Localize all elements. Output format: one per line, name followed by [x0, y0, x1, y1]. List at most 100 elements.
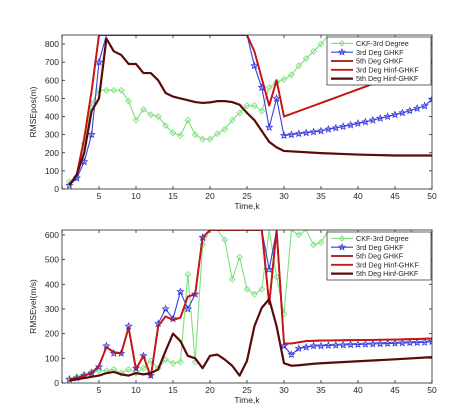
- series-2-marker-24: [368, 115, 377, 124]
- x-tick-label: 25: [242, 385, 252, 395]
- series-1-marker-16: [176, 358, 184, 366]
- series-2-marker-17: [316, 126, 326, 135]
- series-1-marker-30: [280, 75, 288, 83]
- legend-label-2: 3rd Deg GHKF: [356, 243, 404, 252]
- y-tick-label: 400: [45, 279, 59, 289]
- x-tick-label: 45: [390, 191, 400, 201]
- series-2-marker-28: [309, 341, 318, 350]
- series-2-marker-27: [302, 342, 311, 351]
- series-line-5: [68, 37, 432, 186]
- series-1-marker-17: [184, 270, 192, 278]
- series-1-marker-6: [102, 86, 110, 94]
- y-tick-label: 0: [54, 378, 59, 388]
- series-group: [65, 35, 432, 189]
- series-2-marker-31: [420, 101, 429, 110]
- series-1-marker-20: [206, 135, 214, 143]
- series-2-marker-1: [65, 181, 74, 189]
- series-1-marker-32: [295, 62, 303, 70]
- x-axis-label: Time,k: [234, 201, 260, 211]
- series-2-marker-15: [302, 128, 311, 137]
- series-2-marker-27: [390, 110, 400, 119]
- x-tick-label: 10: [131, 385, 141, 395]
- legend-label-5: 5th Deg Hinf-GHKF: [356, 74, 419, 83]
- series-1-marker-25: [243, 102, 251, 110]
- series-2-marker-16: [176, 287, 185, 296]
- x-tick-label: 50: [427, 385, 437, 395]
- series-1-marker-7: [110, 86, 118, 94]
- y-tick-label: 200: [45, 148, 59, 158]
- legend-label-1: CKF-3rd Degree: [356, 234, 409, 243]
- series-2-marker-22: [353, 119, 363, 127]
- series-2-marker-26: [294, 344, 303, 352]
- series-2-marker-44: [427, 337, 432, 346]
- y-tick-label: 100: [45, 353, 59, 363]
- series-2-marker-36: [368, 339, 377, 348]
- series-1-marker-32: [295, 231, 303, 239]
- x-tick-label: 5: [97, 385, 102, 395]
- series-2-marker-35: [361, 339, 370, 348]
- series-1-marker-34: [310, 241, 318, 249]
- x-tick-label: 50: [427, 191, 437, 201]
- series-2-marker-26: [383, 112, 392, 121]
- series-group: [65, 230, 432, 383]
- series-1-marker-15: [169, 129, 177, 137]
- series-1-marker-16: [176, 132, 184, 139]
- x-tick-label: 10: [131, 191, 141, 201]
- x-tick-label: 35: [316, 385, 326, 395]
- legend-marker-2: [338, 243, 346, 251]
- series-2-marker-30: [324, 341, 333, 350]
- series-2-marker-5: [94, 362, 104, 371]
- x-tick-label: 15: [168, 385, 178, 395]
- x-tick-label: 5: [97, 191, 102, 201]
- series-1-marker-19: [199, 241, 207, 249]
- series-2-marker-18: [191, 289, 200, 298]
- y-tick-label: 600: [45, 75, 59, 85]
- series-line-1: [69, 35, 329, 183]
- series-2-marker-14: [294, 129, 303, 138]
- series-2-marker-19: [331, 123, 340, 132]
- series-1-marker-24: [236, 109, 244, 117]
- series-2-marker-42: [413, 338, 422, 347]
- series-2-marker-29: [405, 106, 414, 115]
- series-1-marker-25: [243, 285, 251, 293]
- series-2-marker-39: [390, 338, 400, 347]
- y-tick-label: 200: [45, 329, 59, 339]
- series-2-marker-4: [87, 130, 96, 139]
- series-2-marker-24: [279, 341, 289, 350]
- series-2-marker-17: [183, 304, 192, 313]
- y-tick-label: 700: [45, 57, 59, 67]
- x-tick-label: 40: [353, 191, 363, 201]
- series-1-marker-29: [273, 273, 281, 281]
- series-1-marker-15: [169, 359, 177, 367]
- series-2-marker-28: [398, 108, 407, 117]
- series-1-marker-11: [139, 105, 147, 113]
- series-2-marker-21: [346, 120, 355, 129]
- series-2-marker-8: [250, 61, 259, 70]
- series-2-marker-18: [324, 124, 333, 133]
- series-1-marker-23: [228, 116, 236, 124]
- series-1-marker-35: [317, 238, 325, 246]
- legend-label-1: CKF-3rd Degree: [356, 39, 409, 48]
- chart-1: 5 10 15 20 25 30 35 40 45 50010020030040050060070…: [28, 34, 437, 211]
- series-line-4: [69, 230, 432, 381]
- series-2-marker-16: [309, 127, 318, 136]
- series-1-marker-13: [154, 113, 162, 120]
- series-1-marker-19: [199, 135, 207, 143]
- series-1-marker-26: [250, 290, 258, 298]
- y-tick-label: 400: [45, 112, 59, 122]
- series-1-marker-14: [162, 122, 170, 130]
- series-1-marker-33: [302, 55, 310, 62]
- y-axis-label: RMSEpos(m): [28, 86, 38, 137]
- series-line-1: [69, 230, 432, 380]
- series-2-marker-13: [287, 130, 296, 139]
- series-1-marker-34: [310, 47, 318, 55]
- series-2-marker-25: [376, 113, 385, 122]
- series-1-marker-35: [317, 40, 325, 48]
- series-1-marker-10: [132, 116, 140, 124]
- x-axis-label: Time,k: [234, 395, 260, 405]
- series-1-marker-18: [191, 131, 199, 139]
- x-tick-label: 20: [205, 191, 215, 201]
